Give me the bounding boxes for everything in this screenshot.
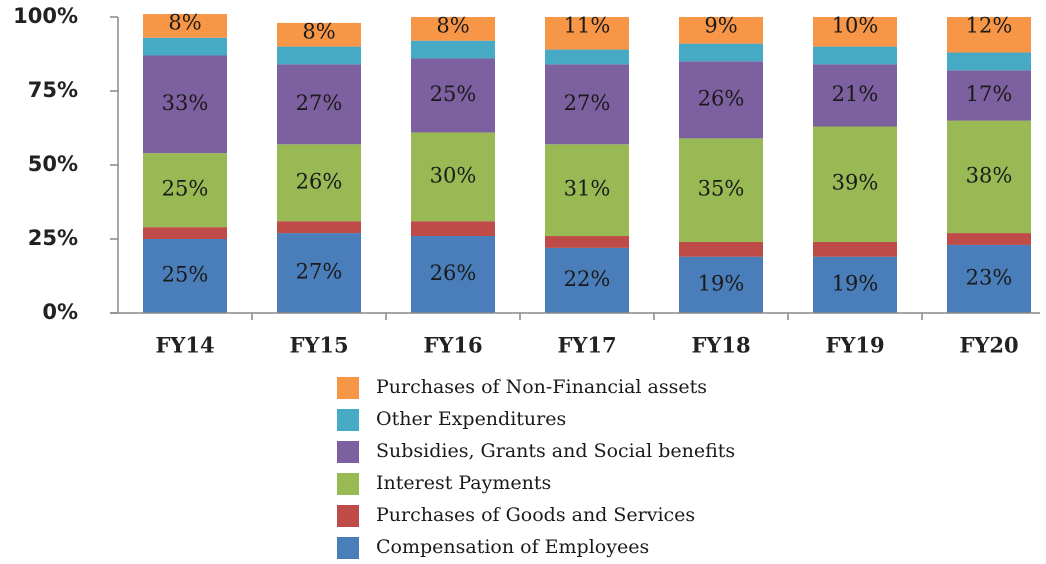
bar-segment (277, 233, 361, 313)
bar-segment (947, 52, 1031, 71)
data-label: 33% (162, 91, 209, 115)
data-label: 27% (296, 91, 343, 115)
data-label: 23% (966, 265, 1013, 289)
bar-segment (411, 236, 495, 313)
data-label: 21% (832, 82, 879, 106)
legend-swatch (337, 537, 359, 559)
data-label: 8% (168, 11, 201, 35)
legend-label: Compensation of Employees (376, 536, 649, 558)
bar-segment (143, 14, 227, 38)
data-label: 8% (436, 14, 469, 38)
bar-segment (411, 58, 495, 133)
bar-segment (277, 144, 361, 222)
bar-segment (143, 37, 227, 56)
x-tick-label: FY14 (155, 333, 214, 358)
y-tick-label: 0% (42, 300, 78, 324)
data-label: 8% (302, 19, 335, 43)
data-label: 25% (162, 177, 209, 201)
data-label: 9% (704, 14, 737, 38)
data-label: 35% (698, 177, 745, 201)
data-label: 25% (430, 82, 477, 106)
bar-segment (813, 256, 897, 313)
bar-segment (947, 233, 1031, 245)
data-label: 19% (698, 271, 745, 295)
legend-label: Purchases of Goods and Services (376, 504, 695, 526)
bar-segment (411, 221, 495, 237)
bar-segment (679, 61, 763, 139)
bar-segment (545, 49, 629, 65)
data-label: 11% (564, 14, 611, 38)
legend-label: Interest Payments (376, 472, 551, 494)
bar-segment (813, 64, 897, 127)
bar-segment (679, 256, 763, 313)
data-label: 30% (430, 163, 477, 187)
data-label: 27% (296, 260, 343, 284)
data-label: 38% (966, 163, 1013, 187)
data-label: 31% (564, 177, 611, 201)
bar-segment (679, 43, 763, 62)
data-label: 10% (832, 14, 879, 38)
bar-segment (411, 17, 495, 41)
bar-segment (947, 70, 1031, 121)
legend-swatch (337, 377, 359, 399)
bar-segment (813, 241, 897, 257)
bar-segment (411, 40, 495, 59)
y-tick-label: 100% (13, 4, 78, 28)
data-label: 12% (966, 14, 1013, 38)
bar-segment (277, 64, 361, 145)
bar-segment (947, 244, 1031, 313)
y-tick-label: 75% (28, 78, 78, 102)
bar-segment (277, 46, 361, 65)
bar-segment (411, 132, 495, 222)
data-label: 26% (698, 86, 745, 110)
bar-segment (679, 17, 763, 44)
bar-segment (143, 227, 227, 239)
bar-segment (545, 247, 629, 313)
x-tick-label: FY15 (289, 333, 348, 358)
bar-segment (545, 236, 629, 248)
bar-segment (277, 221, 361, 234)
data-label: 22% (564, 267, 611, 291)
bar-segment (679, 138, 763, 242)
bar-segment (143, 239, 227, 313)
data-label: 25% (162, 263, 209, 287)
legend-swatch (337, 505, 359, 527)
bar-segment (143, 153, 227, 228)
bar-segment (813, 126, 897, 242)
data-label: 26% (430, 261, 477, 285)
y-tick-label: 25% (28, 226, 78, 250)
data-label: 39% (832, 171, 879, 195)
bar-segment (679, 241, 763, 257)
x-tick-label: FY16 (423, 333, 482, 358)
bar-segment (143, 55, 227, 154)
bar-segment (813, 46, 897, 65)
bar-segment (813, 17, 897, 47)
data-label: 27% (564, 91, 611, 115)
legend-label: Other Expenditures (376, 408, 566, 430)
data-label: 19% (832, 271, 879, 295)
data-label: 17% (966, 82, 1013, 106)
bar-segment (277, 22, 361, 47)
data-label: 26% (296, 169, 343, 193)
legend-swatch (337, 473, 359, 495)
bar-segment (947, 120, 1031, 234)
legend-label: Subsidies, Grants and Social benefits (376, 440, 735, 462)
y-tick-label: 50% (28, 152, 78, 176)
legend-swatch (337, 409, 359, 431)
x-tick-label: FY20 (959, 333, 1018, 358)
x-tick-label: FY18 (691, 333, 750, 358)
bar-segment (545, 17, 629, 50)
x-tick-label: FY17 (557, 333, 616, 358)
legend-swatch (337, 441, 359, 463)
bar-segment (545, 144, 629, 237)
x-tick-label: FY19 (825, 333, 884, 358)
bar-segment (545, 64, 629, 145)
bar-segment (947, 17, 1031, 53)
legend-label: Purchases of Non-Financial assets (376, 376, 707, 398)
